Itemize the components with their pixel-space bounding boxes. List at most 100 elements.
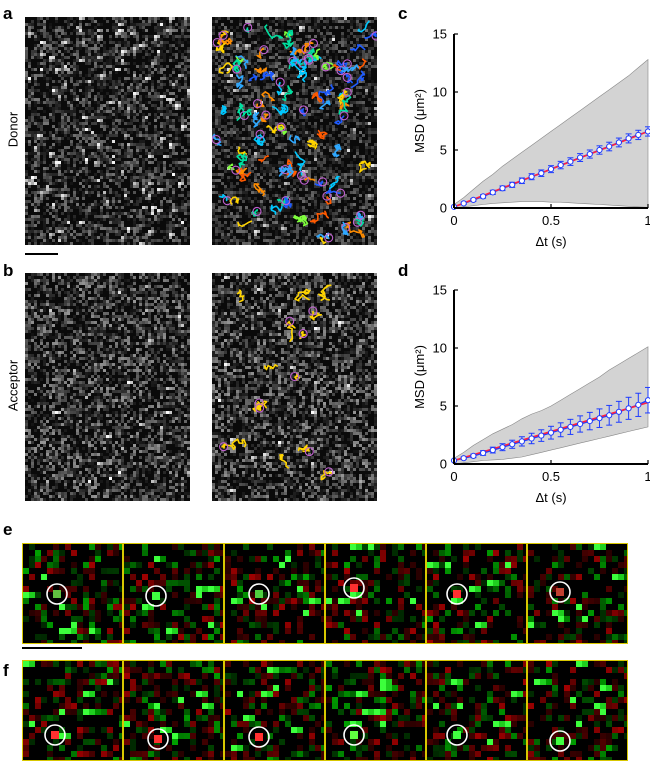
particle-tracks	[212, 20, 377, 245]
data-point	[644, 397, 650, 404]
donor-raw-image	[25, 17, 190, 245]
scale-bar-e	[22, 647, 82, 649]
tracked-particle-circle	[446, 724, 468, 746]
data-point	[470, 196, 477, 203]
data-point	[606, 412, 613, 419]
tracked-particle-circle	[248, 583, 270, 605]
y-tick-label: 10	[433, 85, 447, 100]
data-point	[557, 426, 564, 433]
pixel-noise	[25, 17, 190, 245]
donor-tracks-image	[212, 17, 377, 245]
data-point	[470, 452, 477, 459]
bright-spots	[46, 285, 190, 486]
tracked-particle-circle	[549, 581, 571, 603]
y-tick-label: 0	[440, 457, 447, 472]
acceptor-tracks-image	[212, 273, 377, 501]
panel-label-d: d	[398, 261, 409, 280]
data-point	[480, 449, 487, 457]
data-point	[635, 131, 642, 139]
msd-chart-donor: 0 5 10 15 0 0.5 1 MSD (μm²) Δt (s)	[398, 20, 650, 262]
data-point	[528, 435, 535, 442]
pixel-noise	[25, 273, 190, 501]
frame-image	[224, 543, 325, 644]
spread-band	[453, 346, 649, 465]
panel-label-e: e	[3, 520, 13, 539]
y-tick-label: 5	[440, 143, 447, 158]
bright-spots	[25, 17, 190, 245]
x-tick-label: 0	[450, 469, 457, 484]
row-label-donor: Donor	[5, 111, 21, 148]
data-point	[596, 415, 603, 422]
acceptor-raw-image	[25, 273, 190, 501]
y-axis-label: MSD (μm²)	[412, 89, 427, 153]
x-tick-label: 1	[644, 469, 650, 484]
data-point	[489, 189, 496, 196]
frame-image	[426, 660, 527, 761]
data-point	[615, 408, 622, 415]
data-point	[480, 193, 487, 200]
data-point	[547, 429, 555, 436]
data-point	[499, 185, 506, 192]
tracked-particle-circle	[46, 583, 68, 605]
tracked-particle-circle	[343, 724, 365, 746]
data-point	[547, 166, 555, 173]
spread-band	[453, 58, 649, 209]
data-point	[625, 135, 632, 142]
frame-image	[123, 660, 224, 761]
tracked-particle-circle	[145, 585, 167, 607]
frame-image	[123, 543, 224, 644]
data-point	[509, 441, 516, 448]
frame-image	[527, 660, 628, 761]
panel-label-f: f	[3, 661, 9, 680]
data-point	[557, 161, 564, 169]
tracked-particle-circle	[446, 583, 468, 605]
panel-label-a: a	[3, 4, 13, 23]
particle-tracks	[219, 284, 334, 481]
row-label-acceptor: Acceptor	[5, 359, 21, 412]
frame-image	[426, 543, 527, 644]
pixel-noise	[212, 273, 377, 501]
frame-image	[527, 543, 628, 644]
data-point	[577, 154, 584, 161]
data-point	[499, 444, 506, 451]
y-tick-label: 5	[440, 399, 447, 414]
data-point	[489, 446, 496, 454]
msd-chart-acceptor: 0 5 10 15 0 0.5 1 MSD (μm²) Δt (s)	[398, 276, 650, 518]
x-axis-label: Δt (s)	[535, 234, 566, 249]
data-point	[577, 420, 584, 428]
data-points	[450, 397, 650, 464]
data-point	[460, 200, 467, 207]
scale-bar-a	[25, 253, 58, 255]
tracked-particle-circle	[147, 728, 169, 750]
panel-label-c: c	[398, 4, 408, 23]
data-point	[460, 455, 467, 462]
y-tick-label: 15	[433, 283, 447, 298]
data-point	[528, 173, 535, 180]
data-point	[615, 139, 622, 146]
frame-image	[22, 543, 123, 644]
data-point	[567, 158, 574, 165]
y-axis-label: MSD (μm²)	[412, 345, 427, 409]
tracked-particle-circle	[44, 724, 66, 746]
data-point	[606, 143, 613, 150]
x-tick-label: 1	[644, 213, 650, 228]
frame-image	[325, 543, 426, 644]
y-tick-label: 15	[433, 27, 447, 42]
data-point	[596, 146, 603, 154]
data-point	[518, 177, 526, 184]
tracked-particle-circle	[248, 726, 270, 748]
data-point	[586, 150, 593, 158]
x-tick-label: 0.5	[542, 213, 560, 228]
data-point	[644, 128, 650, 135]
frame-image	[224, 660, 325, 761]
x-tick-label: 0.5	[542, 469, 560, 484]
y-tick-label: 0	[440, 201, 447, 216]
bright-spots	[227, 17, 377, 239]
x-tick-label: 0	[450, 213, 457, 228]
data-point	[586, 417, 593, 425]
data-point	[538, 170, 545, 177]
data-point	[509, 181, 516, 188]
frame-image	[325, 660, 426, 761]
data-point	[625, 405, 632, 412]
data-point	[518, 438, 526, 445]
